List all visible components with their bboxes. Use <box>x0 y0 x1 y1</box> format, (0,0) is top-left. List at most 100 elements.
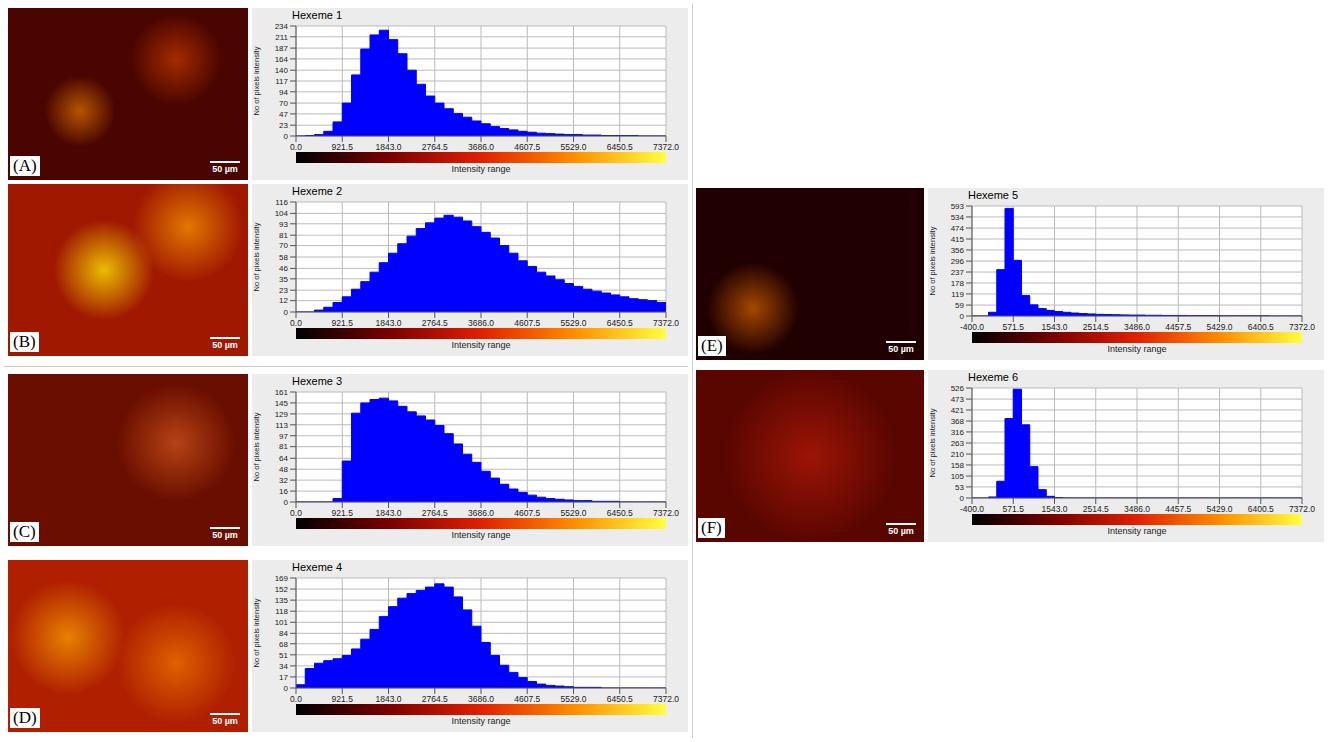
svg-text:210: 210 <box>951 450 965 459</box>
svg-text:474: 474 <box>951 224 965 233</box>
svg-text:0: 0 <box>960 494 965 503</box>
svg-text:7372.0: 7372.0 <box>653 142 679 152</box>
svg-text:921.5: 921.5 <box>332 508 354 518</box>
svg-text:No of pixels intensity: No of pixels intensity <box>252 222 261 291</box>
svg-text:No of pixels intensity: No of pixels intensity <box>252 598 261 667</box>
svg-text:0.0: 0.0 <box>290 508 302 518</box>
svg-text:93: 93 <box>279 220 288 229</box>
svg-text:263: 263 <box>951 439 965 448</box>
svg-text:118: 118 <box>275 607 288 616</box>
svg-text:81: 81 <box>279 442 288 451</box>
svg-text:94: 94 <box>279 88 288 97</box>
svg-text:5529.0: 5529.0 <box>561 142 587 152</box>
svg-text:2514.5: 2514.5 <box>1083 504 1109 514</box>
svg-text:70: 70 <box>279 99 288 108</box>
svg-text:3686.0: 3686.0 <box>468 508 494 518</box>
svg-text:211: 211 <box>275 33 288 42</box>
svg-text:158: 158 <box>951 461 965 470</box>
svg-text:46: 46 <box>279 264 288 273</box>
svg-text:116: 116 <box>275 198 288 207</box>
svg-text:368: 368 <box>951 417 965 426</box>
svg-text:No of pixels intensity: No of pixels intensity <box>928 226 937 295</box>
svg-text:2764.5: 2764.5 <box>422 694 448 704</box>
svg-text:4607.5: 4607.5 <box>514 694 540 704</box>
svg-text:0: 0 <box>284 132 289 141</box>
svg-text:17: 17 <box>279 673 288 682</box>
svg-text:34: 34 <box>279 662 288 671</box>
svg-text:47: 47 <box>279 110 288 119</box>
svg-text:23: 23 <box>279 286 288 295</box>
svg-text:No of pixels intensity: No of pixels intensity <box>928 408 937 477</box>
svg-text:135: 135 <box>275 596 289 605</box>
svg-text:7372.0: 7372.0 <box>1289 322 1315 332</box>
svg-text:48: 48 <box>279 465 288 474</box>
svg-text:2764.5: 2764.5 <box>422 318 448 328</box>
svg-text:6400.5: 6400.5 <box>1248 504 1274 514</box>
svg-text:6450.5: 6450.5 <box>607 508 633 518</box>
svg-text:526: 526 <box>951 384 965 393</box>
svg-text:16: 16 <box>279 487 288 496</box>
svg-text:0: 0 <box>284 308 289 317</box>
svg-text:571.5: 571.5 <box>1003 504 1025 514</box>
svg-text:6450.5: 6450.5 <box>607 142 633 152</box>
svg-text:4607.5: 4607.5 <box>514 142 540 152</box>
svg-text:1843.0: 1843.0 <box>376 508 402 518</box>
svg-text:2514.5: 2514.5 <box>1083 322 1109 332</box>
svg-text:59: 59 <box>955 301 964 310</box>
svg-text:1843.0: 1843.0 <box>376 318 402 328</box>
svg-text:97: 97 <box>279 432 288 441</box>
svg-text:921.5: 921.5 <box>332 318 354 328</box>
svg-text:0: 0 <box>284 498 289 507</box>
svg-text:117: 117 <box>275 77 288 86</box>
svg-text:296: 296 <box>951 257 965 266</box>
svg-text:No of pixels intensity: No of pixels intensity <box>252 412 261 481</box>
svg-text:1543.0: 1543.0 <box>1042 504 1068 514</box>
svg-text:0: 0 <box>960 312 965 321</box>
svg-text:571.5: 571.5 <box>1003 322 1025 332</box>
svg-text:140: 140 <box>275 66 289 75</box>
svg-text:0.0: 0.0 <box>290 142 302 152</box>
svg-text:316: 316 <box>951 428 965 437</box>
svg-text:921.5: 921.5 <box>332 694 354 704</box>
svg-text:68: 68 <box>279 640 288 649</box>
svg-text:0: 0 <box>284 684 289 693</box>
svg-text:1843.0: 1843.0 <box>376 142 402 152</box>
svg-text:1843.0: 1843.0 <box>376 694 402 704</box>
svg-text:129: 129 <box>275 410 289 419</box>
svg-text:119: 119 <box>951 290 964 299</box>
svg-text:5529.0: 5529.0 <box>561 318 587 328</box>
svg-text:12: 12 <box>279 296 288 305</box>
svg-text:152: 152 <box>275 585 289 594</box>
svg-text:58: 58 <box>279 253 288 262</box>
svg-text:415: 415 <box>951 235 965 244</box>
svg-text:178: 178 <box>951 279 965 288</box>
svg-text:51: 51 <box>279 651 288 660</box>
svg-text:161: 161 <box>275 388 289 397</box>
svg-text:234: 234 <box>275 22 289 31</box>
svg-text:7372.0: 7372.0 <box>1289 504 1315 514</box>
svg-text:3686.0: 3686.0 <box>468 694 494 704</box>
svg-text:101: 101 <box>275 618 289 627</box>
svg-text:3686.0: 3686.0 <box>468 318 494 328</box>
svg-text:0.0: 0.0 <box>290 318 302 328</box>
svg-text:105: 105 <box>951 472 965 481</box>
svg-text:-400.0: -400.0 <box>960 322 984 332</box>
svg-text:84: 84 <box>279 629 288 638</box>
svg-text:5429.0: 5429.0 <box>1207 322 1233 332</box>
svg-text:4457.5: 4457.5 <box>1165 322 1191 332</box>
svg-text:1543.0: 1543.0 <box>1042 322 1068 332</box>
svg-text:6450.5: 6450.5 <box>607 318 633 328</box>
svg-text:473: 473 <box>951 395 965 404</box>
svg-text:0.0: 0.0 <box>290 694 302 704</box>
svg-text:70: 70 <box>279 241 288 250</box>
svg-text:32: 32 <box>279 476 288 485</box>
svg-text:593: 593 <box>951 202 965 211</box>
svg-text:164: 164 <box>275 55 289 64</box>
svg-text:169: 169 <box>275 574 289 583</box>
svg-text:4457.5: 4457.5 <box>1165 504 1191 514</box>
svg-text:64: 64 <box>279 454 288 463</box>
svg-text:3486.0: 3486.0 <box>1124 322 1150 332</box>
svg-text:7372.0: 7372.0 <box>653 508 679 518</box>
svg-text:7372.0: 7372.0 <box>653 694 679 704</box>
svg-text:23: 23 <box>279 121 288 130</box>
